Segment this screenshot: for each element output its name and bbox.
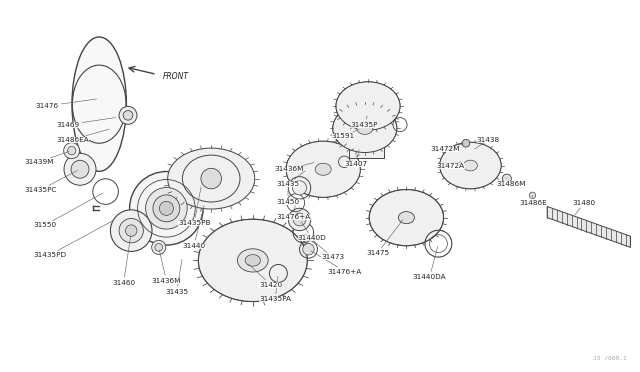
Text: 31591: 31591 xyxy=(332,129,359,139)
Ellipse shape xyxy=(159,201,173,215)
Text: 31476+A: 31476+A xyxy=(311,251,362,275)
Text: 31476+A: 31476+A xyxy=(276,205,311,219)
Ellipse shape xyxy=(462,140,470,147)
Text: 31435PD: 31435PD xyxy=(33,221,113,258)
Ellipse shape xyxy=(286,141,360,197)
Text: 31436M: 31436M xyxy=(274,163,314,172)
Ellipse shape xyxy=(125,225,137,236)
Text: 31435PA: 31435PA xyxy=(259,276,291,302)
Text: 31435P: 31435P xyxy=(351,116,378,128)
Text: 31435PC: 31435PC xyxy=(24,170,77,193)
Ellipse shape xyxy=(398,212,415,224)
Ellipse shape xyxy=(155,244,163,251)
Text: 31435PB: 31435PB xyxy=(178,187,211,226)
Ellipse shape xyxy=(110,210,152,251)
Text: 31473: 31473 xyxy=(305,234,344,260)
Text: 31480: 31480 xyxy=(573,200,596,215)
Ellipse shape xyxy=(315,163,332,175)
Ellipse shape xyxy=(463,160,477,171)
Ellipse shape xyxy=(72,37,127,171)
Ellipse shape xyxy=(71,160,89,178)
Ellipse shape xyxy=(289,208,311,231)
Text: FRONT: FRONT xyxy=(163,72,189,81)
Text: 31420: 31420 xyxy=(248,264,282,288)
Text: 31472M: 31472M xyxy=(430,144,463,152)
Ellipse shape xyxy=(119,106,137,124)
Text: 31435: 31435 xyxy=(276,171,305,187)
Ellipse shape xyxy=(333,104,397,153)
Ellipse shape xyxy=(68,147,76,155)
Ellipse shape xyxy=(333,104,397,153)
Ellipse shape xyxy=(440,142,501,189)
Ellipse shape xyxy=(119,218,143,243)
Ellipse shape xyxy=(339,156,350,167)
Ellipse shape xyxy=(64,153,96,185)
Ellipse shape xyxy=(152,240,166,254)
Bar xyxy=(349,129,384,158)
Ellipse shape xyxy=(168,148,255,209)
Text: 31486M: 31486M xyxy=(496,179,525,187)
Text: 31450: 31450 xyxy=(276,190,300,205)
Ellipse shape xyxy=(201,168,221,189)
Text: 31440D: 31440D xyxy=(298,222,326,241)
Text: 31440: 31440 xyxy=(182,205,205,248)
Text: 31436M: 31436M xyxy=(152,250,181,284)
Text: 31439M: 31439M xyxy=(24,151,69,165)
Text: 31435: 31435 xyxy=(165,259,188,295)
Ellipse shape xyxy=(369,190,444,246)
Text: 31469: 31469 xyxy=(56,118,116,128)
Ellipse shape xyxy=(292,181,307,195)
Ellipse shape xyxy=(336,82,400,130)
Ellipse shape xyxy=(245,254,260,266)
Ellipse shape xyxy=(198,219,307,301)
Ellipse shape xyxy=(153,195,180,222)
Ellipse shape xyxy=(529,192,536,199)
Text: 31407: 31407 xyxy=(344,150,367,167)
Text: 31476: 31476 xyxy=(35,99,97,109)
Ellipse shape xyxy=(293,213,306,226)
Ellipse shape xyxy=(64,143,80,159)
Ellipse shape xyxy=(129,171,204,245)
Text: 31472A: 31472A xyxy=(436,162,465,169)
Ellipse shape xyxy=(286,141,360,197)
Ellipse shape xyxy=(303,244,314,255)
Text: 31486E: 31486E xyxy=(520,195,547,206)
Polygon shape xyxy=(547,206,630,247)
Text: 31475: 31475 xyxy=(366,220,403,256)
Ellipse shape xyxy=(237,249,268,272)
Ellipse shape xyxy=(198,219,307,301)
Text: 31438: 31438 xyxy=(475,137,500,149)
Ellipse shape xyxy=(357,122,372,134)
Ellipse shape xyxy=(502,174,511,183)
Ellipse shape xyxy=(440,142,501,189)
Ellipse shape xyxy=(336,82,400,130)
Ellipse shape xyxy=(369,190,444,246)
Text: 31550: 31550 xyxy=(33,193,103,228)
Bar xyxy=(184,168,238,189)
Text: 31440DA: 31440DA xyxy=(413,246,447,280)
Ellipse shape xyxy=(146,187,188,229)
Text: J3 /000.1: J3 /000.1 xyxy=(593,356,627,361)
Ellipse shape xyxy=(123,110,133,120)
Text: 31460: 31460 xyxy=(112,235,135,286)
Text: 31486EA: 31486EA xyxy=(56,129,109,142)
